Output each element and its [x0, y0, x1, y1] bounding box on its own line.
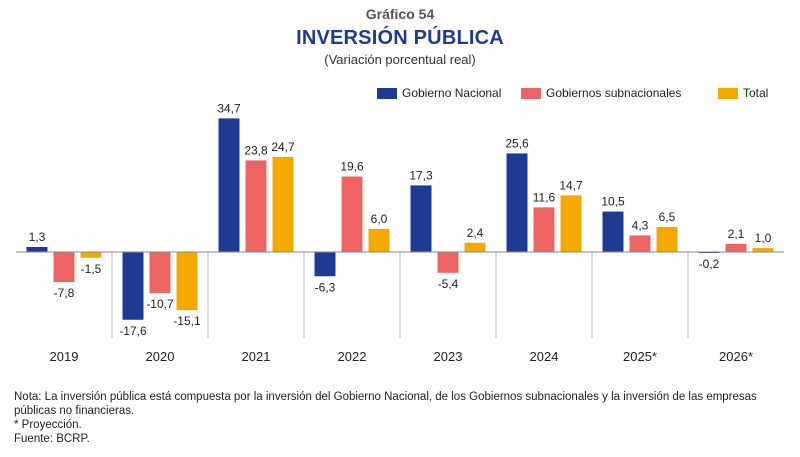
data-label: -0,2 — [699, 257, 720, 271]
data-label: 1,3 — [29, 230, 46, 244]
bar-2025-series-0 — [602, 211, 624, 252]
legend-item-total: Total — [718, 86, 768, 100]
chart-title: INVERSIÓN PÚBLICA — [296, 27, 504, 49]
data-label: -1,5 — [81, 262, 102, 276]
data-label: -6,3 — [315, 280, 336, 294]
legend-item-gobiernos-subnacionales: Gobiernos subnacionales — [521, 86, 681, 100]
bar-2019-series-2 — [80, 252, 102, 258]
bar-2026-series-1 — [725, 243, 747, 252]
x-tick-label: 2021 — [242, 349, 271, 364]
data-label: 6,0 — [371, 212, 388, 226]
bar-2025-series-2 — [656, 226, 678, 252]
data-label: 17,3 — [409, 168, 433, 182]
x-tick-label: 2026* — [719, 349, 753, 364]
bar-2023-series-2 — [464, 242, 486, 252]
bar-2022-series-1 — [341, 176, 363, 252]
chart-number-label: Gráfico 54 — [365, 6, 435, 22]
x-tick-label: 2019 — [50, 349, 79, 364]
legend-label-gobierno-nacional: Gobierno Nacional — [402, 86, 502, 100]
x-tick-label: 2025* — [623, 349, 657, 364]
data-label: -15,1 — [173, 314, 201, 328]
bar-2021-series-1 — [245, 160, 267, 252]
data-label: 14,7 — [559, 178, 583, 192]
bar-2022-series-0 — [314, 252, 336, 277]
legend-swatch-gobierno-nacional — [377, 87, 397, 99]
bar-2020-series-1 — [149, 252, 171, 294]
data-label: 1,0 — [755, 231, 772, 245]
data-label: 4,3 — [632, 218, 649, 232]
x-tick-label: 2024 — [530, 349, 559, 364]
bar-2020-series-2 — [176, 252, 198, 311]
bar-2021-series-2 — [272, 156, 294, 252]
x-tick-label: 2022 — [338, 349, 367, 364]
bar-2023-series-0 — [410, 185, 432, 252]
bar-2024-series-2 — [560, 195, 582, 252]
data-label: 25,6 — [505, 136, 529, 150]
legend: Gobierno Nacional Gobiernos subnacionale… — [0, 86, 800, 102]
legend-item-gobierno-nacional: Gobierno Nacional — [377, 86, 501, 100]
chart-subtitle: (Variación porcentual real) — [324, 52, 476, 67]
bar-2024-series-0 — [506, 153, 528, 252]
bar-2020-series-0 — [122, 252, 144, 320]
source-note: Fuente: BCRP. — [14, 433, 90, 445]
data-label: -17,6 — [119, 324, 147, 338]
bar-2024-series-1 — [533, 207, 555, 252]
legend-swatch-total — [718, 87, 738, 99]
x-tick-label: 2023 — [434, 349, 463, 364]
data-label: 24,7 — [271, 140, 295, 154]
data-label: 34,7 — [217, 101, 241, 115]
legend-label-total: Total — [743, 86, 769, 100]
data-label: -7,8 — [54, 286, 75, 300]
bar-2022-series-2 — [368, 228, 390, 252]
data-label: -10,7 — [146, 297, 174, 311]
data-label: 11,6 — [533, 190, 556, 204]
legend-label-gobiernos-subnacionales: Gobiernos subnacionales — [546, 86, 682, 100]
data-label: -5,4 — [438, 277, 459, 291]
bar-2025-series-1 — [629, 235, 651, 252]
note-text: Nota: La inversión pública está compuest… — [14, 391, 757, 417]
chart-notes: Nota: La inversión pública está compuest… — [14, 390, 789, 446]
bar-2026-series-2 — [752, 248, 774, 252]
bar-2023-series-1 — [437, 252, 459, 273]
data-label: 2,4 — [467, 226, 484, 240]
bar-2019-series-1 — [53, 252, 75, 283]
data-label: 10,5 — [601, 195, 625, 209]
bar-2019-series-0 — [26, 246, 48, 252]
bar-2021-series-0 — [218, 118, 240, 252]
data-label: 2,1 — [728, 227, 745, 241]
data-label: 23,8 — [244, 143, 268, 157]
x-tick-label: 2020 — [146, 349, 175, 364]
projection-note: * Proyección. — [14, 419, 82, 431]
bar-chart-plot: 1,3 -7,8 -1,5 2019 -17,6 -10,7 -15,1 2020 34,7 23… — [16, 101, 784, 364]
data-label: 6,5 — [659, 210, 676, 224]
data-label: 19,6 — [340, 160, 364, 174]
legend-swatch-gobiernos-subnacionales — [521, 87, 541, 99]
